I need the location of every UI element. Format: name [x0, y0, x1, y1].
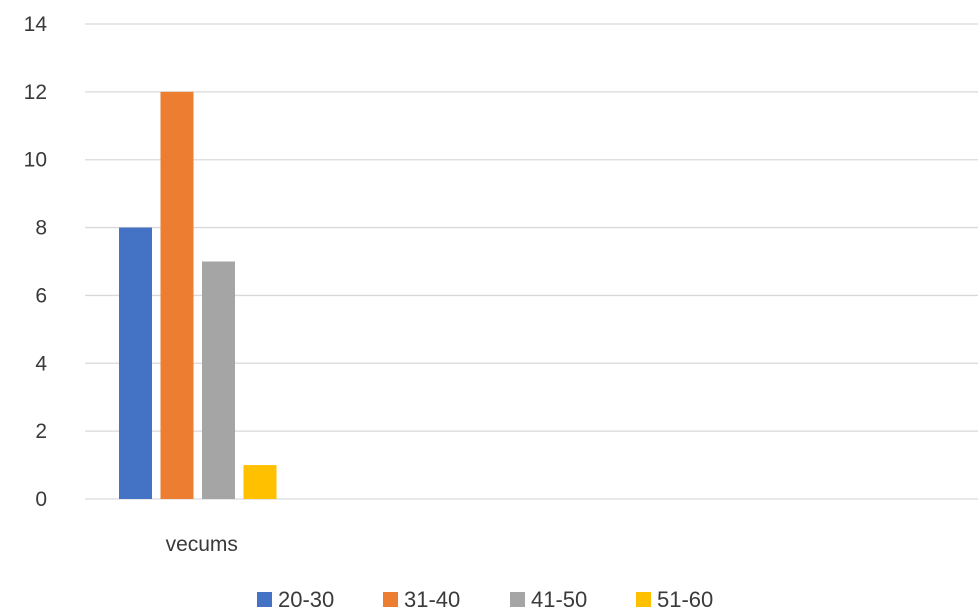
bar-20-30	[119, 227, 152, 500]
bars	[119, 91, 277, 500]
legend-swatch-31-40	[383, 592, 398, 607]
y-tick-label-7: 14	[24, 13, 48, 36]
y-tick-label-2: 4	[35, 352, 47, 375]
legend-label-20-30: 20-30	[278, 587, 334, 612]
y-tick-label-6: 12	[24, 81, 47, 104]
legend-swatch-20-30	[257, 592, 272, 607]
legend: 20-30 31-40 41-50 51-60	[257, 587, 713, 612]
bar-31-40	[160, 91, 194, 499]
y-tick-label-0: 0	[35, 488, 47, 511]
y-tick-label-3: 6	[35, 284, 47, 307]
y-tick-label-1: 2	[35, 420, 47, 443]
y-tick-label-4: 8	[35, 217, 47, 240]
x-axis-category-labels: vecums	[166, 533, 238, 556]
legend-swatch-41-50	[510, 592, 525, 607]
bar-41-50	[202, 261, 235, 499]
x-category-label: vecums	[166, 533, 238, 556]
y-axis-tick-labels: 0 2 4 6 8 10 12 14	[24, 13, 48, 511]
y-tick-label-5: 10	[24, 149, 47, 172]
legend-label-31-40: 31-40	[404, 587, 460, 612]
legend-label-51-60: 51-60	[657, 587, 713, 612]
legend-swatch-51-60	[636, 592, 651, 607]
legend-label-41-50: 41-50	[531, 587, 587, 612]
bar-51-60	[243, 465, 277, 499]
